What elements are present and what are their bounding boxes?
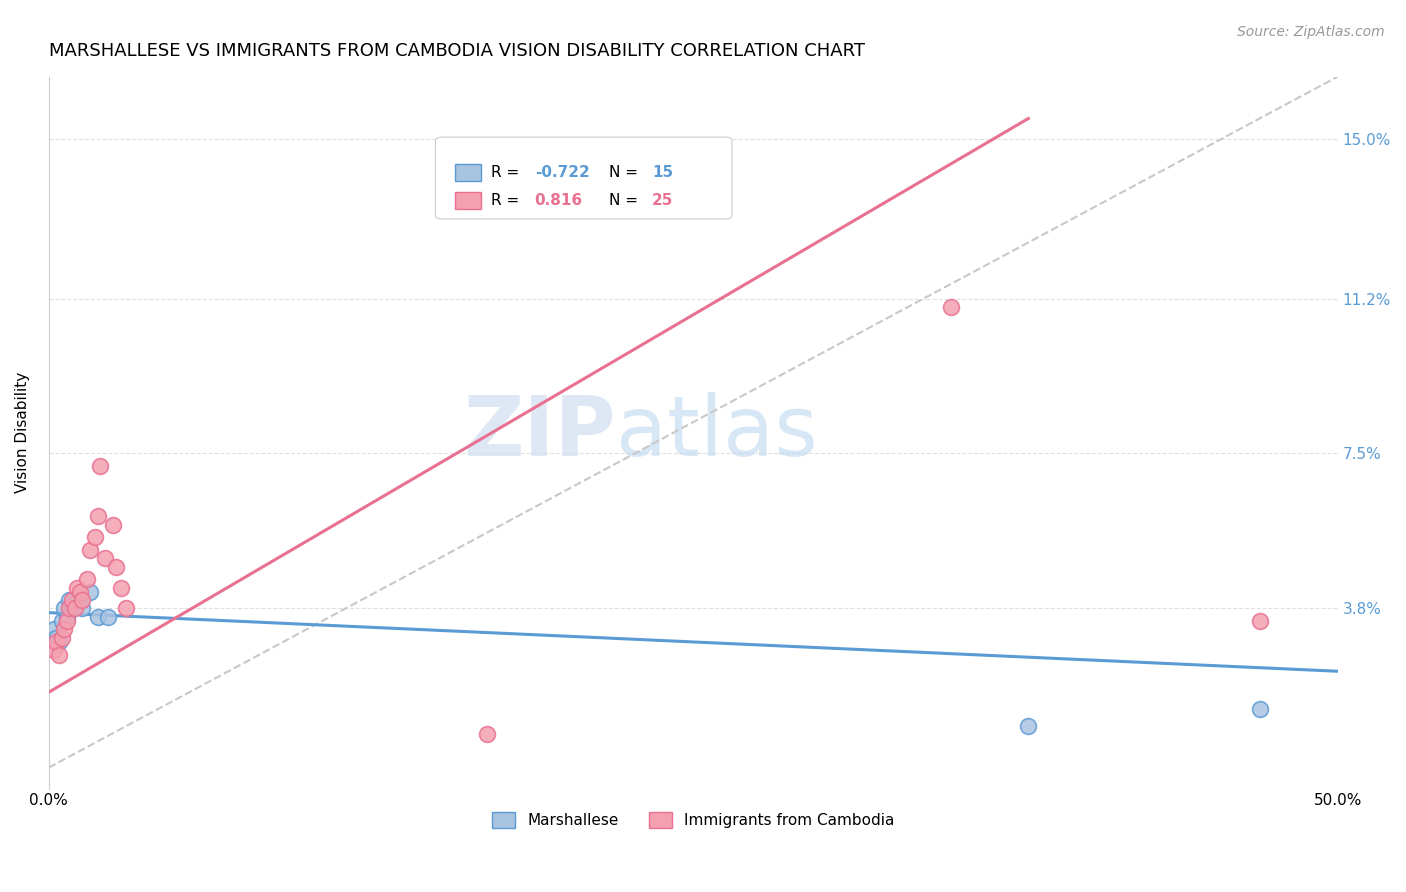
Point [72,601,94,615]
Point [79,542,101,557]
Text: -0.722: -0.722 [534,164,589,179]
Point [475,727,498,741]
Point [58,593,80,607]
Point [89,458,111,473]
Point [51,614,73,628]
Point [53,623,76,637]
Point [115,601,138,615]
Point [72,593,94,607]
Point [94,551,117,566]
Point [53,601,76,615]
Text: 25: 25 [652,193,673,208]
Text: ZIP: ZIP [464,392,616,473]
FancyBboxPatch shape [454,192,481,209]
Point [76,572,98,586]
Point [939,300,962,314]
Text: 0.816: 0.816 [534,193,583,208]
Point [66,593,89,607]
Point [45,635,67,649]
Point [45,631,67,645]
Point [42,643,65,657]
Point [87,509,110,524]
Point [79,584,101,599]
Point [48,648,70,662]
Point [60,593,83,607]
FancyBboxPatch shape [436,137,733,219]
Point [1249,614,1271,628]
Text: 15: 15 [652,164,673,179]
Text: atlas: atlas [616,392,818,473]
FancyBboxPatch shape [454,163,481,180]
Point [51,631,73,645]
Point [1017,719,1039,733]
Point [60,601,83,615]
Text: N =: N = [609,193,644,208]
Text: Source: ZipAtlas.com: Source: ZipAtlas.com [1237,25,1385,39]
Point [1249,702,1271,716]
Point [97,610,120,624]
Point [48,635,70,649]
Legend: Marshallese, Immigrants from Cambodia: Marshallese, Immigrants from Cambodia [486,806,901,834]
Point [110,581,132,595]
Point [58,601,80,615]
Text: R =: R = [491,164,524,179]
Text: N =: N = [609,164,644,179]
Point [103,517,125,532]
Point [56,610,79,624]
Point [66,581,89,595]
Text: MARSHALLESE VS IMMIGRANTS FROM CAMBODIA VISION DISABILITY CORRELATION CHART: MARSHALLESE VS IMMIGRANTS FROM CAMBODIA … [49,42,865,60]
Point [69,584,91,599]
Point [63,601,86,615]
Point [87,610,110,624]
Text: R =: R = [491,193,524,208]
Point [56,614,79,628]
Point [42,623,65,637]
Point [84,530,107,544]
Point [104,559,127,574]
Y-axis label: Vision Disability: Vision Disability [15,372,30,493]
